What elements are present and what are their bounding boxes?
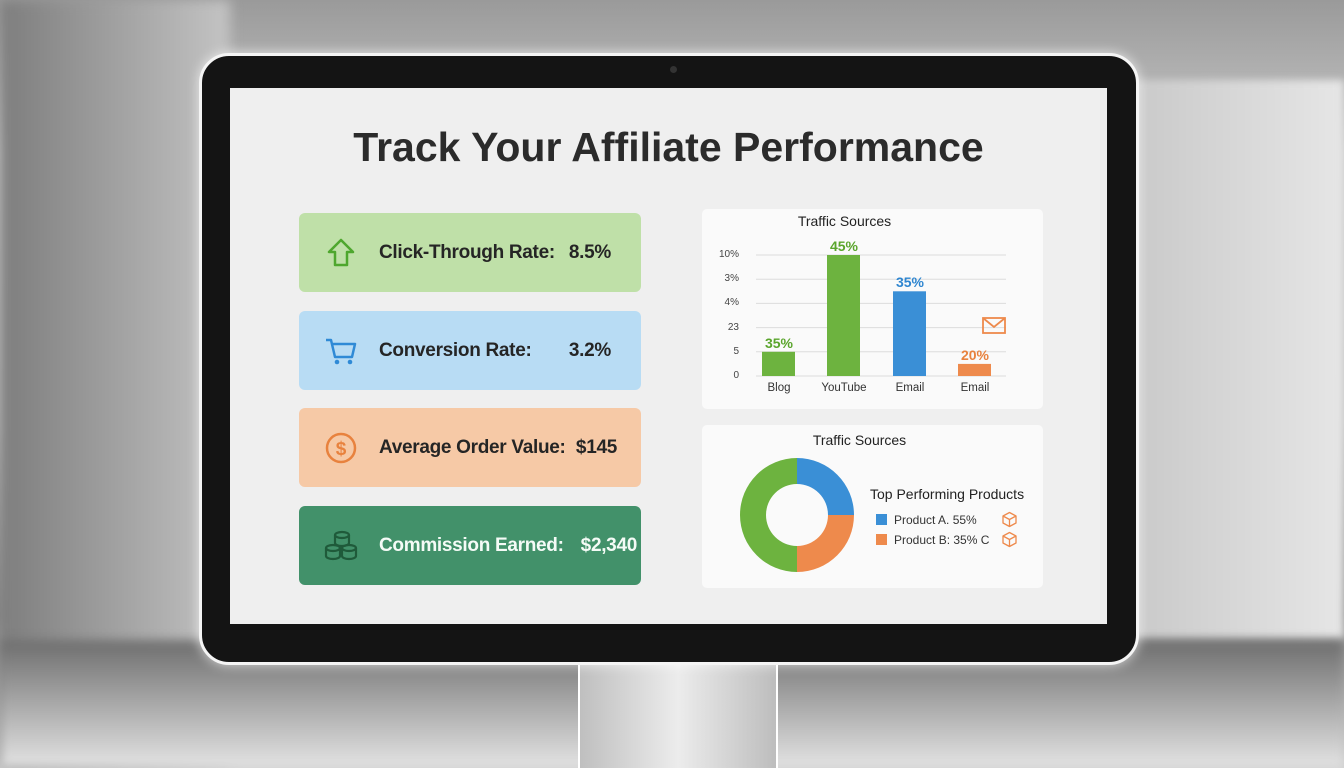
donut-chart-panel: Traffic Sources Top Performing Products bbox=[702, 425, 1043, 588]
bar bbox=[762, 351, 795, 376]
arrow-up-icon bbox=[327, 238, 355, 267]
legend-swatch bbox=[876, 534, 887, 545]
metric-card: Commission Earned: $2,340 bbox=[299, 506, 641, 585]
y-tick-label: 5 bbox=[733, 345, 739, 357]
metric-card: Conversion Rate: 3.2% bbox=[299, 311, 641, 390]
bar-value-label: 35% bbox=[764, 334, 794, 351]
coins-stack-icon bbox=[324, 530, 358, 561]
bar bbox=[893, 291, 926, 376]
metric-label: Click-Through Rate: bbox=[379, 241, 555, 263]
background-window-right bbox=[1124, 80, 1344, 640]
envelope-icon bbox=[982, 317, 1006, 334]
y-tick-label: 0 bbox=[733, 370, 739, 381]
box-icon bbox=[1002, 531, 1017, 548]
x-tick-label: YouTube bbox=[821, 382, 867, 394]
shopping-cart-icon bbox=[326, 338, 357, 365]
x-tick-label: Email bbox=[895, 382, 925, 394]
svg-text:$: $ bbox=[336, 439, 347, 460]
metric-value: $2,340 bbox=[580, 534, 638, 556]
metric-row: Click-Through Rate: 8.5% bbox=[379, 213, 611, 292]
legend-title: Top Performing Products bbox=[870, 486, 1025, 502]
metric-row: Commission Earned: $2,340 bbox=[379, 506, 637, 585]
webcam bbox=[670, 66, 677, 73]
metric-card: Click-Through Rate: 8.5% bbox=[299, 213, 641, 292]
y-tick-label: 10% bbox=[718, 249, 739, 260]
metric-value: $145 bbox=[575, 436, 617, 458]
legend-label: Product A. 55% bbox=[894, 513, 977, 527]
metric-value: 8.5% bbox=[568, 241, 611, 263]
donut-chart-title: Traffic Sources bbox=[812, 432, 907, 448]
bar-value-label: 45% bbox=[829, 238, 859, 254]
bar-value-label: 35% bbox=[895, 274, 925, 291]
metric-label: Average Order Value: bbox=[379, 436, 566, 458]
legend-label: Product B: 35% C bbox=[894, 533, 990, 547]
metric-card: $ Average Order Value: $145 bbox=[299, 408, 641, 487]
metric-value: 3.2% bbox=[568, 339, 611, 361]
y-tick-label: 3% bbox=[724, 273, 739, 285]
page-title: Track Your Affiliate Performance bbox=[353, 124, 984, 170]
x-tick-label: Blog bbox=[767, 382, 791, 394]
box-icon bbox=[1002, 511, 1017, 528]
bar bbox=[827, 255, 860, 376]
bar-chart-title: Traffic Sources bbox=[797, 213, 892, 229]
bar bbox=[958, 363, 991, 376]
y-tick-label: 4% bbox=[724, 297, 739, 309]
metric-row: Conversion Rate: 3.2% bbox=[379, 311, 611, 390]
legend-swatch bbox=[876, 514, 887, 525]
monitor-stand bbox=[578, 660, 778, 768]
metric-label: Commission Earned: bbox=[379, 534, 564, 556]
bar-value-label: 20% bbox=[960, 346, 990, 363]
x-tick-label: Email bbox=[960, 382, 990, 394]
metric-label: Conversion Rate: bbox=[379, 339, 532, 361]
dollar-circle-icon: $ bbox=[325, 432, 357, 464]
metric-row: Average Order Value: $145 bbox=[379, 408, 617, 487]
y-tick-label: 23 bbox=[727, 321, 739, 333]
